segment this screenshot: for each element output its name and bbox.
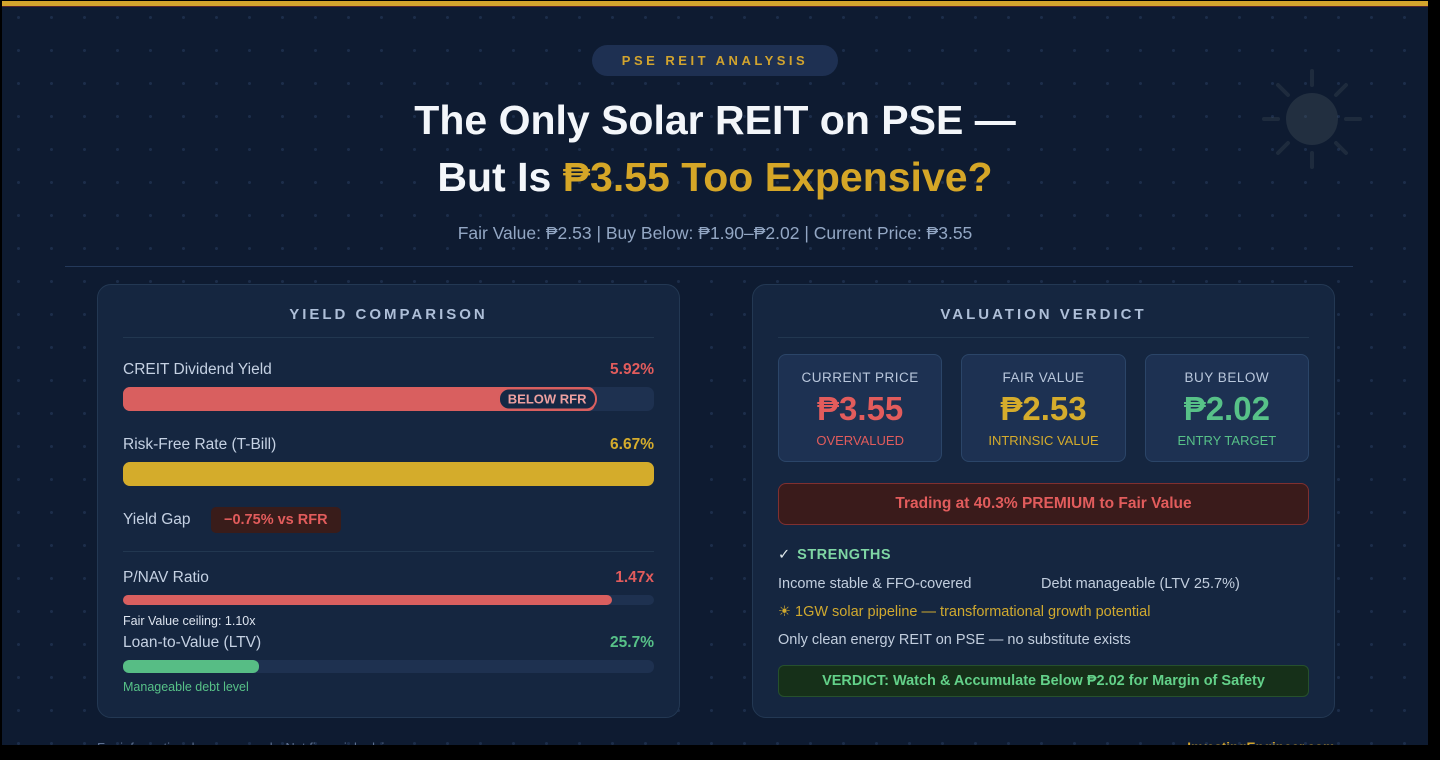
ltv-bar-fill	[123, 660, 260, 673]
strengths-heading: ✓ STRENGTHS	[778, 547, 1309, 563]
yield-gap-row: Yield Gap −0.75% vs RFR	[123, 507, 654, 533]
strength-income-stable: Income stable & FFO-covered	[778, 576, 972, 592]
pnav-label: P/NAV Ratio	[123, 569, 209, 586]
metric-risk-free-rate: Risk-Free Rate (T-Bill) 6.67%	[123, 436, 654, 486]
rfr-label: Risk-Free Rate (T-Bill)	[123, 436, 277, 453]
strengths-heading-text: STRENGTHS	[797, 547, 892, 563]
yield-card-title: YIELD COMPARISON	[289, 306, 488, 323]
strength-solar-pipeline: ☀ 1GW solar pipeline — transformational g…	[778, 604, 1309, 620]
strengths-row: Income stable & FFO-covered Debt managea…	[778, 576, 1309, 592]
rfr-value: 6.67%	[610, 436, 654, 453]
ltv-note: Manageable debt level	[123, 680, 249, 694]
cards-row: YIELD COMPARISON CREIT Dividend Yield 5.…	[2, 267, 1428, 718]
sun-decoration-icon	[1262, 69, 1362, 169]
strength-solar-pipeline-text: 1GW solar pipeline — transformational gr…	[795, 604, 1151, 620]
hero-section: PSE REIT ANALYSIS The Only Solar REIT on…	[2, 1, 1428, 244]
valuation-verdict-card: VALUATION VERDICT CURRENT PRICE ₱3.55 OV…	[752, 284, 1335, 718]
stat-buy-below: BUY BELOW ₱2.02 ENTRY TARGET	[1144, 354, 1309, 462]
check-icon: ✓	[778, 547, 791, 563]
stat-fair-value: FAIR VALUE ₱2.53 INTRINSIC VALUE	[961, 354, 1126, 462]
strength-debt-manageable: Debt manageable (LTV 25.7%)	[1041, 576, 1240, 592]
rfr-bar-fill	[123, 462, 654, 486]
page-title: The Only Solar REIT on PSE — But Is ₱3.55…	[2, 92, 1428, 206]
title-line2-highlight: ₱3.55 Too Expensive?	[562, 154, 993, 200]
rfr-bar-track	[123, 462, 654, 486]
sun-icon: ☀	[778, 604, 791, 620]
premium-warning-banner: Trading at 40.3% PREMIUM to Fair Value	[778, 483, 1309, 525]
hero-divider	[65, 266, 1353, 267]
yield-gap-badge: −0.75% vs RFR	[211, 507, 341, 533]
metric-creit-dividend-yield: CREIT Dividend Yield 5.92% BELOW RFR	[123, 361, 654, 411]
yield-comparison-card: YIELD COMPARISON CREIT Dividend Yield 5.…	[97, 284, 680, 718]
stat-label: BUY BELOW	[1184, 370, 1270, 385]
stat-value: ₱2.53	[1000, 390, 1087, 427]
creit-yield-bar-track: BELOW RFR	[123, 387, 654, 411]
yield-card-divider	[123, 337, 654, 338]
pnav-bar-track	[123, 595, 654, 605]
key-prices-subtitle: Fair Value: ₱2.53 | Buy Below: ₱1.90–₱2.…	[457, 223, 973, 243]
stat-sub: ENTRY TARGET	[1177, 433, 1277, 448]
price-stats-row: CURRENT PRICE ₱3.55 OVERVALUED FAIR VALU…	[778, 354, 1309, 462]
ltv-value: 25.7%	[610, 634, 654, 651]
below-rfr-badge: BELOW RFR	[497, 387, 597, 411]
yield-card-mid-divider	[123, 551, 654, 552]
metric-loan-to-value: Loan-to-Value (LTV) 25.7% Manageable deb…	[123, 634, 654, 694]
verdict-card-divider	[778, 337, 1309, 338]
title-line2-prefix: But Is	[437, 154, 563, 200]
title-line1: The Only Solar REIT on PSE —	[414, 97, 1016, 143]
creit-yield-bar-fill: BELOW RFR	[123, 387, 597, 411]
pnav-value: 1.47x	[615, 569, 654, 586]
stat-label: CURRENT PRICE	[801, 370, 919, 385]
verdict-card-title: VALUATION VERDICT	[940, 306, 1147, 323]
metric-pnav-ratio: P/NAV Ratio 1.47x Fair Value ceiling: 1.…	[123, 569, 654, 628]
ltv-label: Loan-to-Value (LTV)	[123, 634, 262, 651]
pnav-bar-fill	[123, 595, 612, 605]
creit-yield-label: CREIT Dividend Yield	[123, 361, 272, 378]
stat-sub: OVERVALUED	[816, 433, 904, 448]
footer: For informational purposes only. Not fin…	[2, 718, 1428, 745]
stat-label: FAIR VALUE	[1002, 370, 1085, 385]
ltv-bar-track	[123, 660, 654, 673]
brand-website-text: InvestingEngineer.com	[1187, 740, 1335, 745]
stat-value: ₱3.55	[817, 390, 904, 427]
stat-current-price: CURRENT PRICE ₱3.55 OVERVALUED	[778, 354, 943, 462]
page-background: PSE REIT ANALYSIS The Only Solar REIT on…	[2, 1, 1428, 745]
stat-sub: INTRINSIC VALUE	[988, 433, 1099, 448]
verdict-banner: VERDICT: Watch & Accumulate Below ₱2.02 …	[778, 665, 1309, 697]
top-accent-bar	[2, 1, 1428, 7]
strength-only-clean-energy: Only clean energy REIT on PSE — no subst…	[778, 632, 1131, 648]
pnav-ceiling-note: Fair Value ceiling: 1.10x	[123, 614, 256, 628]
disclaimer-text: For informational purposes only. Not fin…	[97, 740, 402, 745]
creit-yield-value: 5.92%	[610, 361, 654, 378]
header-badge: PSE REIT ANALYSIS	[591, 45, 839, 76]
yield-gap-label: Yield Gap	[123, 511, 191, 528]
stat-value: ₱2.02	[1183, 390, 1270, 427]
